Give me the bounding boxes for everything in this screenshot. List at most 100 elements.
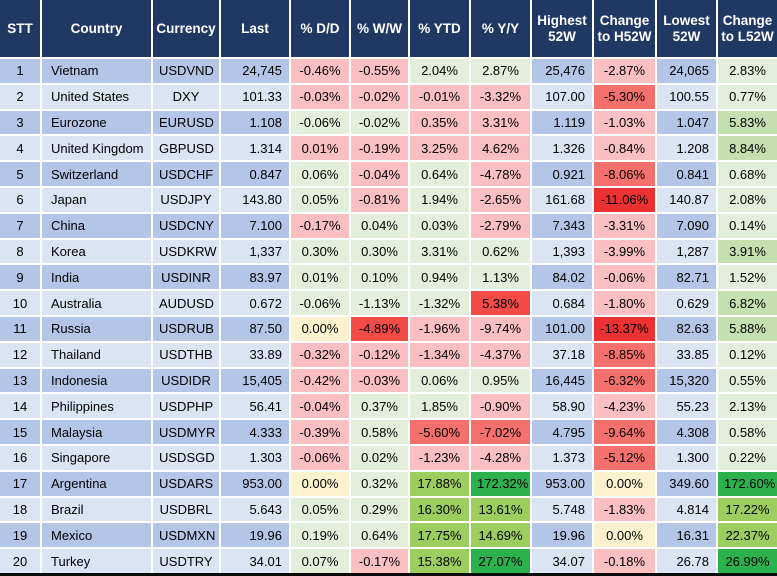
cell-stt: 14 (0, 392, 40, 419)
cell-yy: 172.32% (469, 469, 530, 496)
cell-ww: 0.30% (349, 237, 408, 264)
cell-ytd: -1.32% (408, 289, 469, 315)
cell-high52: 0.921 (530, 160, 592, 186)
cell-currency: USDMXN (151, 521, 219, 548)
cell-high52: 34.07 (530, 547, 592, 573)
cell-stt: 3 (0, 108, 40, 135)
cell-dd: -0.46% (289, 57, 349, 83)
cell-currency: AUDUSD (151, 289, 219, 315)
cell-dd: -0.39% (289, 418, 349, 444)
cell-chg_l52: 0.68% (716, 160, 777, 186)
cell-currency: DXY (151, 82, 219, 109)
cell-yy: -3.32% (469, 82, 530, 109)
cell-stt: 16 (0, 443, 40, 470)
table-row: 10 Australia AUDUSD 0.672 -0.06% -1.13% -1.32%… (0, 289, 777, 315)
cell-country: India (40, 263, 151, 290)
cell-chg_h52: -3.31% (592, 211, 655, 238)
cell-currency: USDINR (151, 263, 219, 290)
cell-low52: 349.60 (655, 469, 716, 496)
table-row: 17 Argentina USDARS 953.00 0.00% 0.32% 17.88% 1… (0, 469, 777, 496)
cell-last: 1.314 (219, 134, 289, 161)
cell-dd: 0.30% (289, 237, 349, 264)
cell-high52: 161.68 (530, 185, 592, 212)
cell-ytd: 2.04% (408, 57, 469, 83)
cell-ytd: 17.75% (408, 521, 469, 548)
cell-ww: -0.81% (349, 185, 408, 212)
column-header-dd: % D/D (289, 0, 349, 57)
cell-currency: USDJPY (151, 185, 219, 212)
cell-chg_l52: 26.99% (716, 547, 777, 573)
cell-chg_l52: 2.83% (716, 57, 777, 83)
cell-chg_h52: -0.18% (592, 547, 655, 573)
table-row: 18 Brazil USDBRL 5.643 0.05% 0.29% 16.30% 13.61… (0, 495, 777, 522)
cell-last: 24,745 (219, 57, 289, 83)
cell-stt: 15 (0, 418, 40, 444)
cell-ytd: 0.06% (408, 366, 469, 393)
cell-high52: 1,393 (530, 237, 592, 264)
cell-ww: 0.32% (349, 469, 408, 496)
cell-ytd: 1.94% (408, 185, 469, 212)
cell-ww: -1.13% (349, 289, 408, 315)
cell-ww: -0.03% (349, 366, 408, 393)
cell-country: Mexico (40, 521, 151, 548)
cell-country: Brazil (40, 495, 151, 522)
cell-dd: 0.00% (289, 469, 349, 496)
cell-country: Korea (40, 237, 151, 264)
cell-ww: -4.89% (349, 314, 408, 341)
cell-dd: -0.06% (289, 443, 349, 470)
cell-high52: 4.795 (530, 418, 592, 444)
cell-low52: 26.78 (655, 547, 716, 573)
cell-chg_h52: -5.12% (592, 443, 655, 470)
cell-ww: -0.02% (349, 108, 408, 135)
cell-high52: 5.748 (530, 495, 592, 522)
cell-country: Russia (40, 314, 151, 341)
cell-low52: 7.090 (655, 211, 716, 238)
cell-stt: 10 (0, 289, 40, 315)
cell-yy: 1.13% (469, 263, 530, 290)
column-header-high52: Highest 52W (530, 0, 592, 57)
cell-low52: 33.85 (655, 340, 716, 367)
table-row: 8 Korea USDKRW 1,337 0.30% 0.30% 3.31% 0.62% 1,3… (0, 237, 777, 264)
cell-high52: 16,445 (530, 366, 592, 393)
table-row: 12 Thailand USDTHB 33.89 -0.32% -0.12% -1.34% -… (0, 340, 777, 367)
cell-dd: 0.05% (289, 495, 349, 522)
cell-dd: -0.06% (289, 108, 349, 135)
cell-ytd: 3.31% (408, 237, 469, 264)
cell-last: 56.41 (219, 392, 289, 419)
cell-last: 5.643 (219, 495, 289, 522)
cell-low52: 24,065 (655, 57, 716, 83)
column-header-country: Country (40, 0, 151, 57)
cell-chg_l52: 0.14% (716, 211, 777, 238)
cell-last: 143.80 (219, 185, 289, 212)
cell-country: United Kingdom (40, 134, 151, 161)
cell-dd: -0.42% (289, 366, 349, 393)
cell-country: Australia (40, 289, 151, 315)
cell-last: 83.97 (219, 263, 289, 290)
cell-ww: -0.02% (349, 82, 408, 109)
cell-yy: 13.61% (469, 495, 530, 522)
cell-country: Vietnam (40, 57, 151, 83)
cell-ww: 0.58% (349, 418, 408, 444)
cell-last: 7.100 (219, 211, 289, 238)
cell-high52: 107.00 (530, 82, 592, 109)
cell-ww: -0.19% (349, 134, 408, 161)
cell-stt: 20 (0, 547, 40, 573)
table-row: 20 Turkey USDTRY 34.01 0.07% -0.17% 15.38% 27.0… (0, 547, 777, 573)
cell-high52: 58.90 (530, 392, 592, 419)
cell-currency: USDVND (151, 57, 219, 83)
cell-last: 34.01 (219, 547, 289, 573)
cell-ww: 0.02% (349, 443, 408, 470)
cell-chg_h52: -3.99% (592, 237, 655, 264)
cell-yy: 2.87% (469, 57, 530, 83)
cell-last: 1,337 (219, 237, 289, 264)
cell-last: 19.96 (219, 521, 289, 548)
table-row: 15 Malaysia USDMYR 4.333 -0.39% 0.58% -5.60% -7… (0, 418, 777, 444)
cell-ytd: 3.25% (408, 134, 469, 161)
cell-chg_h52: -6.32% (592, 366, 655, 393)
cell-chg_l52: 0.55% (716, 366, 777, 393)
cell-high52: 37.18 (530, 340, 592, 367)
cell-stt: 19 (0, 521, 40, 548)
cell-high52: 25,476 (530, 57, 592, 83)
